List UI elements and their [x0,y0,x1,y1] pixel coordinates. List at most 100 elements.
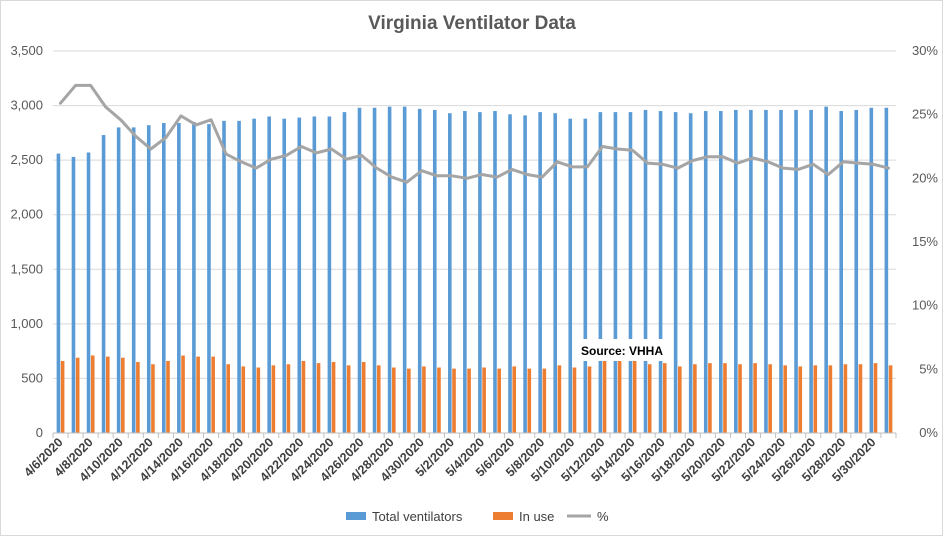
bar-in-use [558,365,562,433]
bar-total-ventilators [764,110,768,433]
bar-total-ventilators [267,116,271,433]
bar-in-use [768,364,772,433]
bar-in-use [663,363,667,433]
bar-in-use [106,357,110,433]
bar-in-use [512,366,516,433]
bar-in-use [407,369,411,433]
y2-tick-label: 20% [912,170,938,185]
bar-in-use [257,368,261,433]
bar-in-use [76,358,80,433]
bar-in-use [181,356,185,433]
bar-in-use [437,368,441,433]
legend-swatch-in-use [493,512,513,520]
bar-in-use [452,369,456,433]
y-tick-label: 1,000 [10,316,43,331]
bar-total-ventilators [734,110,738,433]
bar-total-ventilators [373,108,377,433]
bar-total-ventilators [177,123,181,433]
bar-in-use [798,366,802,433]
bar-in-use [874,363,878,433]
bar-total-ventilators [794,110,798,433]
bar-in-use [588,366,592,433]
bar-total-ventilators [448,113,452,433]
bar-total-ventilators [478,112,482,433]
bar-total-ventilators [192,122,196,433]
bar-in-use [783,365,787,433]
bar-in-use [543,369,547,433]
bar-in-use [151,364,155,433]
y2-tick-label: 5% [919,361,938,376]
bar-total-ventilators [282,119,286,433]
y-tick-label: 2,000 [10,207,43,222]
bar-total-ventilators [433,110,437,433]
bar-in-use [753,363,757,433]
bar-total-ventilators [719,111,723,433]
bar-total-ventilators [614,112,618,433]
bar-total-ventilators [538,112,542,433]
bar-in-use [708,363,712,433]
bar-total-ventilators [403,107,407,433]
y2-tick-label: 0% [919,425,938,440]
bar-in-use [482,368,486,433]
bar-total-ventilators [599,112,603,433]
bar-in-use [347,365,351,433]
x-axis-ticks: 4/6/20204/8/20204/10/20204/12/20204/14/2… [21,435,878,484]
bar-in-use [738,364,742,433]
bar-in-use [859,364,863,433]
bar-total-ventilators [57,154,61,433]
bar-total-ventilators [824,107,828,433]
bar-in-use [467,369,471,433]
bar-total-ventilators [674,112,678,433]
y2-tick-label: 25% [912,107,938,122]
bar-total-ventilators [523,115,527,433]
bar-total-ventilators [418,109,422,433]
bar-in-use [317,363,321,433]
bar-in-use [829,365,833,433]
bar-total-ventilators [809,110,813,433]
bar-in-use [241,366,245,433]
bar-in-use [272,365,276,433]
bar-total-ventilators [207,124,211,433]
bar-in-use [633,361,637,433]
bar-total-ventilators [162,123,166,433]
bar-in-use [648,364,652,433]
bar-total-ventilators [704,111,708,433]
bar-in-use [422,366,426,433]
y2-tick-label: 30% [912,43,938,58]
bar-total-ventilators [659,111,663,433]
bar-in-use [573,368,577,433]
bar-in-use [362,362,366,433]
bar-in-use [61,361,65,433]
bar-in-use [211,357,215,433]
y-tick-label: 500 [21,370,43,385]
annotation: Source: VHHA [574,339,672,361]
bar-in-use [196,357,200,433]
bar-in-use [603,360,607,433]
bar-in-use [618,361,622,433]
bar-in-use [91,356,95,433]
bar-in-use [392,368,396,433]
annotation-text: Source: VHHA [581,344,663,358]
bar-in-use [497,369,501,433]
bar-total-ventilators [297,118,301,433]
bar-in-use [226,364,230,433]
bar-total-ventilators [493,111,497,433]
y-tick-label: 2,500 [10,152,43,167]
bar-total-ventilators [117,127,121,433]
legend-label-total-ventilators: Total ventilators [372,509,463,524]
bar-total-ventilators [147,125,151,433]
bar-total-ventilators [222,121,226,433]
bar-in-use [889,365,893,433]
bar-total-ventilators [629,112,633,433]
bar-in-use [166,361,170,433]
bar-in-use [678,366,682,433]
legend-swatch-total-ventilators [346,512,366,520]
legend-label-percent: % [597,509,609,524]
bar-total-ventilators [132,127,136,433]
chart-title: Virginia Ventilator Data [368,13,576,34]
bar-in-use [527,369,531,433]
bar-total-ventilators [313,116,317,433]
